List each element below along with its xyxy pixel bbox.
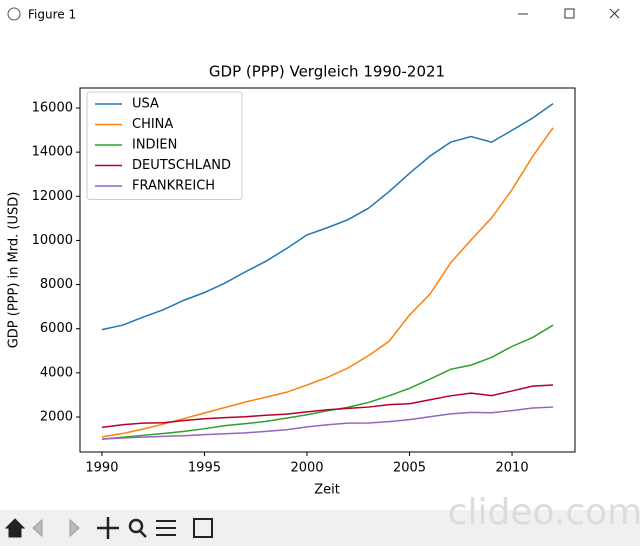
y-tick-label: 8000 xyxy=(40,277,73,292)
close-button[interactable] xyxy=(609,8,620,19)
maximize-button[interactable] xyxy=(564,8,575,19)
toolbar-icons xyxy=(4,517,213,539)
x-tick-label: 1995 xyxy=(188,461,221,476)
watermark: clideo.com xyxy=(448,492,640,533)
y-tick-label: 4000 xyxy=(40,365,73,380)
window-title: Figure 1 xyxy=(28,8,76,22)
legend-label: DEUTSCHLAND xyxy=(132,158,231,173)
legend-label: INDIEN xyxy=(132,138,177,153)
y-tick-label: 2000 xyxy=(40,409,73,424)
y-tick-label: 12000 xyxy=(32,189,73,204)
data-line xyxy=(101,406,554,440)
legend-label: USA xyxy=(132,97,159,112)
legend-box xyxy=(86,91,243,200)
home-button[interactable] xyxy=(4,518,26,538)
y-tick-label: 16000 xyxy=(32,100,73,115)
x-tick-label: 2010 xyxy=(496,461,529,476)
legend-label: CHINA xyxy=(132,117,173,132)
y-axis-label: GDP (PPP) in Mrd. (USD) xyxy=(7,192,22,349)
data-line xyxy=(101,384,554,429)
forward-button[interactable] xyxy=(69,518,80,538)
title-bar xyxy=(0,0,640,30)
configure-button[interactable] xyxy=(156,520,176,536)
pan-button[interactable] xyxy=(97,517,119,539)
x-tick-label: 2000 xyxy=(290,461,323,476)
data-line xyxy=(101,127,554,438)
zoom-button[interactable] xyxy=(128,518,147,538)
chart-title: GDP (PPP) Vergleich 1990-2021 xyxy=(209,63,445,81)
data-line xyxy=(101,324,554,440)
x-tick-label: 2005 xyxy=(393,461,426,476)
y-tick-label: 6000 xyxy=(40,321,73,336)
app-icon xyxy=(7,7,21,21)
back-button[interactable] xyxy=(32,518,43,538)
data-line xyxy=(101,102,554,331)
plot-frame xyxy=(79,87,576,453)
legend-label: FRANKREICH xyxy=(132,179,215,194)
y-tick-label: 14000 xyxy=(32,145,73,160)
x-axis-label: Zeit xyxy=(314,483,340,498)
y-tick-label: 10000 xyxy=(32,233,73,248)
x-tick-label: 1990 xyxy=(85,461,118,476)
save-button[interactable] xyxy=(193,518,213,538)
